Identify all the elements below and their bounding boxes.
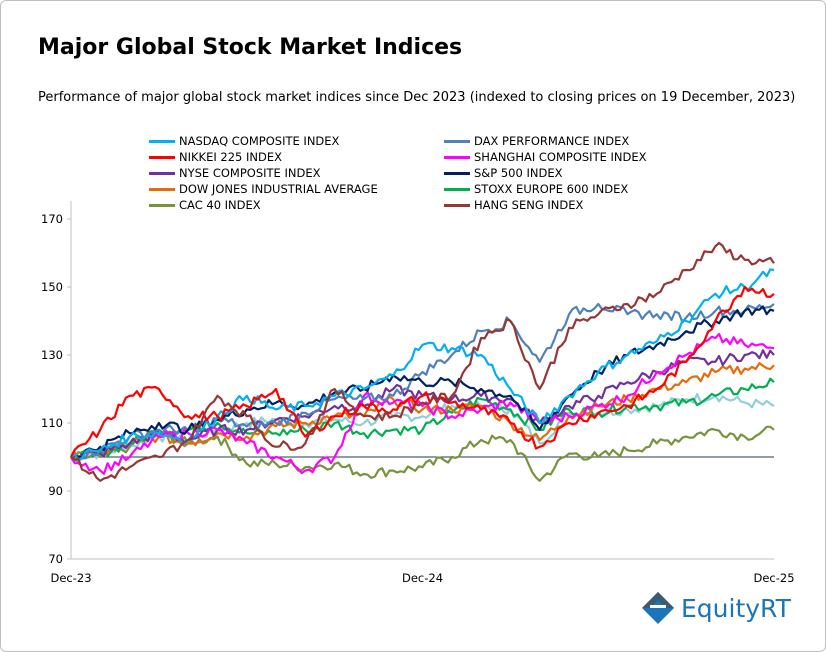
legend-label: CAC 40 INDEX [179,198,261,212]
legend-swatch [444,187,470,191]
legend-swatch [149,187,175,191]
chart-subtitle: Performance of major global stock market… [38,90,796,105]
series-line-cac-40-index [70,425,775,482]
legend-swatch [444,139,470,143]
legend-item: NASDAQ COMPOSITE INDEX [149,134,339,148]
series-line-shanghai-composite-index [70,333,775,475]
chart-title: Major Global Stock Market Indices [38,35,463,60]
x-tick-label: Dec-24 [402,571,443,585]
legend-label: DAX PERFORMANCE INDEX [474,134,630,148]
legend-item: CAC 40 INDEX [149,198,261,212]
legend-swatch [444,155,470,159]
y-tick-label: 70 [48,552,63,566]
legend-swatch [444,171,470,175]
legend-swatch [149,171,175,175]
series-line-s-p-500-index [70,305,775,459]
plot-area: 70 90 110 130 150 170 Dec-23 Dec-24 Dec-25 [41,201,795,585]
legend-item: S&P 500 INDEX [444,166,562,180]
legend-item: DAX PERFORMANCE INDEX [444,134,629,148]
legend-label: HANG SENG INDEX [474,198,584,212]
legend-item: NIKKEI 225 INDEX [149,150,282,164]
legend-swatch [149,203,175,207]
series-line-dow-jones-industrial-average [70,362,775,463]
equityrt-logo-icon [642,592,674,624]
y-tick-label: 150 [41,280,63,294]
equityrt-logo: EquityRT [641,591,791,625]
series-line-hang-seng-index [70,241,775,482]
series-line-nikkei-225-index [70,285,775,458]
y-tick-label: 90 [48,484,63,498]
legend-swatch [444,203,470,207]
legend-label: S&P 500 INDEX [474,166,563,180]
legend-swatch [149,155,175,159]
y-tick-label: 130 [41,348,63,362]
y-tick-label: 170 [41,212,63,226]
legend-label: DOW JONES INDUSTRIAL AVERAGE [179,182,378,196]
logo-text: EquityRT [681,593,791,623]
y-tick-label: 110 [41,416,63,430]
legend-item: DOW JONES INDUSTRIAL AVERAGE [149,182,378,196]
legend-label: SHANGHAI COMPOSITE INDEX [474,150,647,164]
legend-label: NYSE COMPOSITE INDEX [179,166,321,180]
legend-label: STOXX EUROPE 600 INDEX [474,182,629,196]
legend-label: NASDAQ COMPOSITE INDEX [179,134,340,148]
x-tick-label: Dec-23 [50,571,91,585]
legend-item: STOXX EUROPE 600 INDEX [444,182,628,196]
legend-swatch [149,139,175,143]
legend-item: SHANGHAI COMPOSITE INDEX [444,150,647,164]
legend-item: HANG SENG INDEX [444,198,583,212]
legend-item: NYSE COMPOSITE INDEX [149,166,320,180]
x-tick-label: Dec-25 [753,571,794,585]
legend-label: NIKKEI 225 INDEX [179,150,282,164]
